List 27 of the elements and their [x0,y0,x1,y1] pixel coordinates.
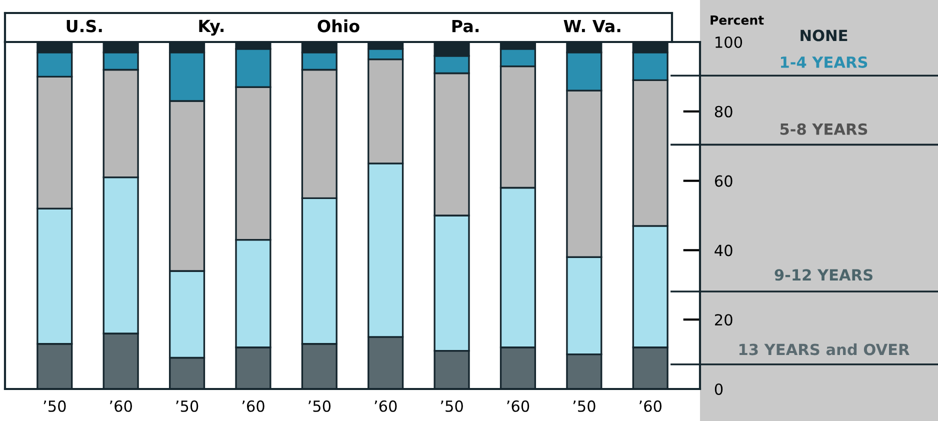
y-tick-label: 60 [714,175,732,187]
x-tick-label: ’60 [110,400,132,412]
x-tick-label: ’50 [573,400,596,412]
y-tick-label: 80 [714,106,732,118]
y-tick-label: 100 [716,36,742,48]
x-tick-label: ’50 [44,400,66,412]
text: 1-4 YEARS [780,56,868,68]
text: NONE [800,30,848,42]
x-tick-label: ’60 [374,400,397,412]
x-tick-label: ’50 [308,400,331,412]
text: W. Va. [564,20,620,32]
y-tick-label: 40 [714,244,732,256]
x-tick-label: ’50 [176,400,198,412]
text: Ky. [199,20,224,36]
text: Ohio [318,19,360,32]
text: U.S. [66,20,102,32]
x-tick-label: ’60 [242,400,264,412]
x-tick-label: ’60 [507,400,530,412]
x-tick-label: ’60 [640,400,662,412]
y-tick-label: 0 [714,383,723,396]
text: 5-8 YEARS [780,123,868,135]
y-axis-title: Percent [710,16,764,25]
x-tick-label: ’50 [440,400,463,412]
text: Pa. [452,20,479,32]
y-tick-label: 20 [715,314,732,326]
text: 13 YEARS and OVER [739,343,910,356]
text: 9-12 YEARS [774,269,872,281]
